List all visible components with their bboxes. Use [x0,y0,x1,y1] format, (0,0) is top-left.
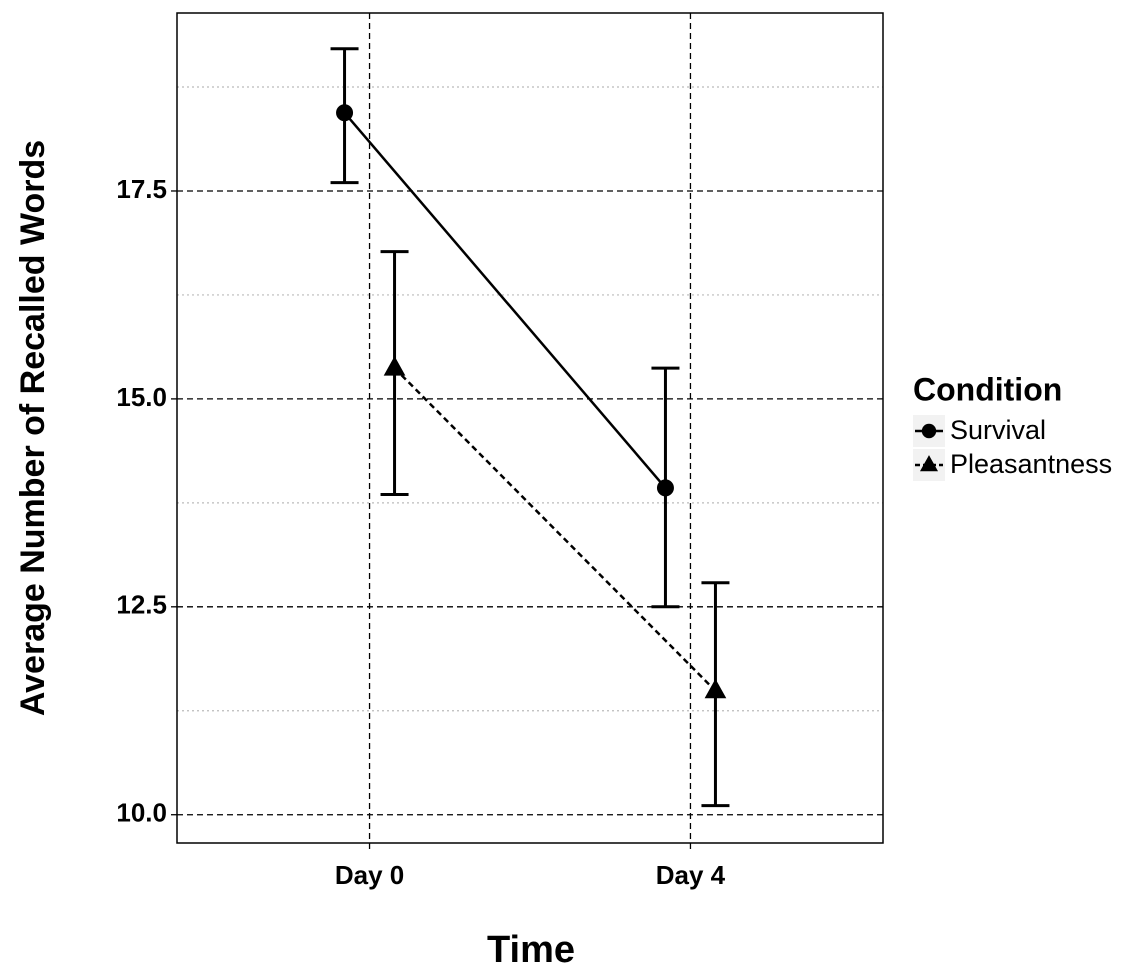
marker [921,423,937,439]
series-line [343,111,667,489]
x-tick-label: Day 0 [335,860,404,890]
y-axis-title: Average Number of Recalled Words [14,140,52,716]
legend-item: Pleasantness [913,449,1112,481]
marker [704,678,727,699]
x-tick-label: Day 4 [656,860,726,890]
series [330,47,680,609]
legend-title: Condition [913,371,1062,407]
y-tick-label: 10.0 [116,798,167,828]
series-line [393,367,717,692]
series [380,250,730,808]
y-tick-label: 15.0 [116,382,167,412]
legend-item: Survival [913,415,1046,447]
plot-border [176,12,884,844]
legend-label: Survival [950,415,1046,445]
legend-label: Pleasantness [950,449,1112,479]
marker [656,479,674,497]
marker [920,455,938,472]
marker [383,356,406,376]
y-tick-label: 17.5 [116,174,167,204]
y-tick-label: 12.5 [116,590,167,620]
marker [336,104,354,122]
x-axis-title: Time [487,929,575,971]
